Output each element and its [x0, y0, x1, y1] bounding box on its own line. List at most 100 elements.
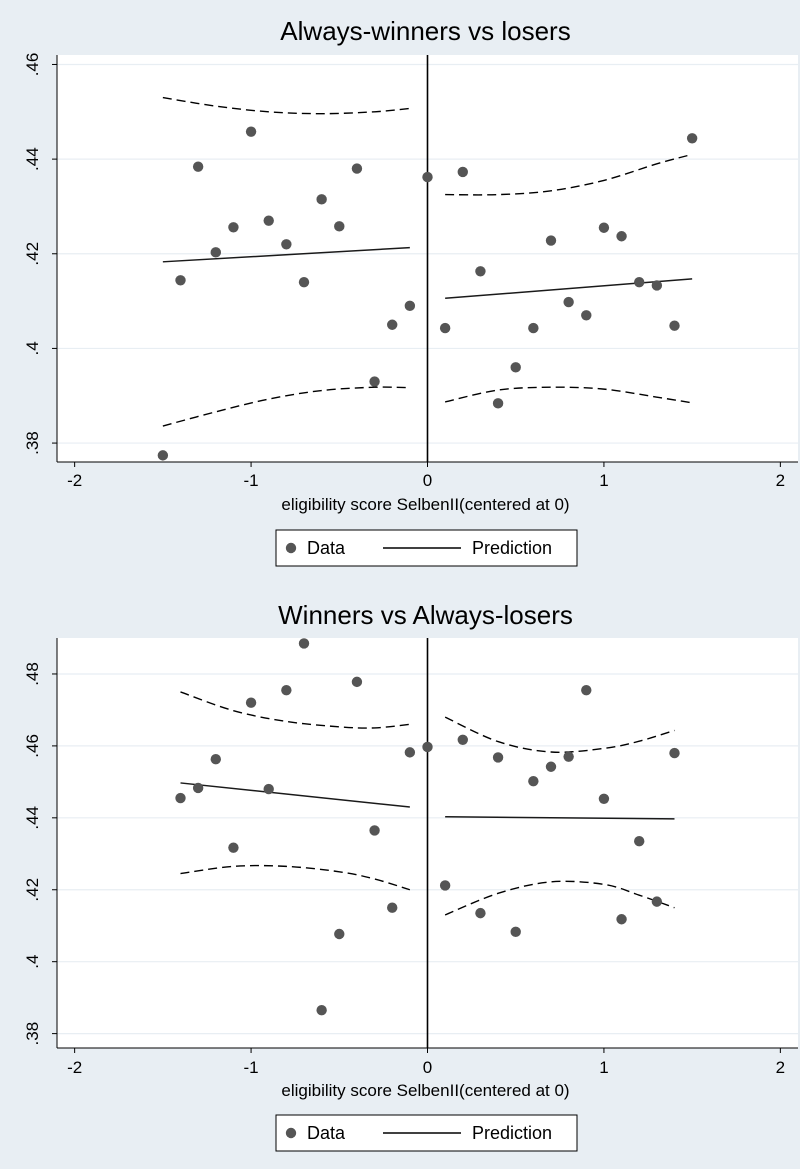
data-point [281, 684, 292, 696]
y-tick-label: .46 [23, 53, 42, 77]
prediction-line [445, 278, 693, 300]
chart-panel-bottom: Winners vs Always-losers .38 .4 .42 .44 .46 .4… [0, 586, 800, 1169]
prediction-line [180, 782, 410, 808]
data-point [228, 842, 239, 853]
x-tick-label: 1 [599, 471, 608, 490]
x-tick-label: 1 [599, 1058, 608, 1077]
x-tick-label: 0 [423, 1058, 432, 1077]
y-tick-label: .42 [23, 242, 42, 266]
data-point [228, 222, 239, 233]
data-point [581, 684, 592, 696]
y-tick-label: .4 [23, 955, 42, 969]
legend-label-data: Data [307, 538, 346, 558]
data-point [192, 161, 204, 172]
data-point [263, 215, 274, 226]
x-tick-label: -1 [244, 1058, 259, 1077]
chart-title: Always-winners vs losers [280, 16, 570, 46]
data-point [651, 896, 663, 907]
data-point [369, 376, 380, 387]
data-point [634, 276, 645, 288]
data-point [598, 793, 610, 804]
confidence-band-lower [162, 386, 410, 427]
data-point [210, 247, 221, 258]
chart-title: Winners vs Always-losers [278, 600, 573, 630]
x-tick-label: 0 [423, 471, 432, 490]
data-point [563, 296, 574, 308]
data-point [175, 792, 186, 804]
data-point [492, 752, 504, 763]
data-point [475, 266, 486, 277]
prediction-line [445, 815, 675, 820]
legend-label-prediction: Prediction [472, 1123, 552, 1143]
data-point [651, 280, 663, 291]
data-point [528, 322, 539, 334]
data-point [281, 239, 292, 250]
prediction-line [162, 246, 410, 263]
data-point [387, 319, 398, 330]
data-point [316, 1005, 327, 1016]
confidence-band-lower [444, 386, 693, 404]
confidence-band-upper [162, 96, 410, 115]
y-tick-label: .48 [23, 662, 42, 686]
y-tick-label: .42 [23, 878, 42, 902]
x-tick-label: 2 [776, 1058, 785, 1077]
legend-label-prediction: Prediction [472, 538, 552, 558]
data-point [439, 322, 451, 334]
legend: Data Prediction [275, 529, 578, 567]
data-point [351, 163, 363, 174]
x-tick-label: 2 [776, 471, 785, 490]
data-point [634, 836, 645, 847]
x-tick-label: -2 [67, 471, 82, 490]
legend-marker-data [285, 1127, 297, 1139]
data-point [492, 398, 504, 409]
data-point [545, 761, 557, 772]
y-tick-label: .38 [23, 431, 42, 455]
data-point [686, 133, 698, 144]
data-point [563, 751, 574, 762]
x-axis-label: eligibility score SelbenII(centered at 0… [281, 1081, 569, 1100]
x-tick-label: -2 [67, 1058, 82, 1077]
data-point [192, 782, 204, 794]
confidence-band-lower [444, 880, 675, 916]
data-point [387, 902, 398, 913]
data-point [457, 734, 468, 745]
data-point [334, 928, 345, 940]
x-axis-label: eligibility score SelbenII(centered at 0… [281, 495, 569, 514]
data-point [369, 825, 380, 836]
data-point [457, 166, 468, 178]
data-point [298, 638, 310, 649]
data-point [669, 747, 680, 759]
data-point [528, 775, 539, 787]
data-point [439, 880, 451, 891]
data-point [404, 747, 416, 758]
data-point [157, 450, 169, 461]
y-tick-label: .38 [23, 1022, 42, 1046]
data-point [510, 362, 521, 373]
legend: Data Prediction [275, 1114, 578, 1152]
data-point [616, 914, 627, 925]
data-point [175, 275, 186, 286]
data-point [616, 231, 627, 242]
legend-marker-data [285, 542, 297, 554]
legend-label-data: Data [307, 1123, 346, 1143]
data-point [245, 126, 257, 137]
data-point [263, 783, 274, 795]
data-point [245, 697, 257, 708]
data-point [316, 194, 327, 205]
confidence-band-upper [445, 153, 693, 196]
y-tick-label: .46 [23, 734, 42, 758]
y-tick-label: .44 [23, 147, 42, 171]
data-point [422, 741, 433, 753]
y-tick-label: .4 [23, 341, 42, 355]
data-point [510, 926, 521, 938]
data-point [210, 754, 221, 765]
data-point [545, 235, 557, 246]
confidence-band-upper [444, 716, 675, 753]
data-point [351, 676, 363, 688]
data-point [298, 276, 310, 288]
confidence-band-upper [180, 691, 410, 729]
data-point [475, 907, 486, 919]
chart-panel-top: Always-winners vs losers .38 .4 .42 .44 .46 -2… [0, 0, 800, 586]
data-point [404, 300, 416, 312]
